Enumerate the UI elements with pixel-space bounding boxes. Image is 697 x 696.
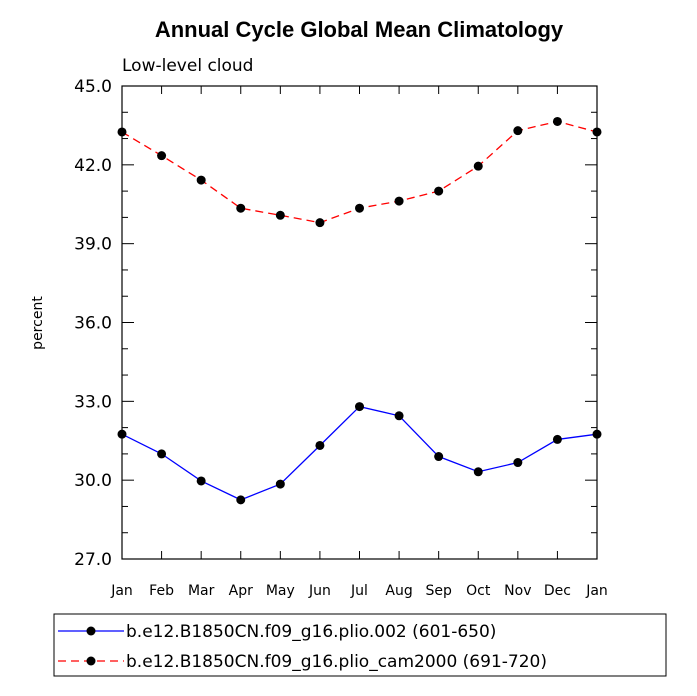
y-axis-label: percent	[30, 296, 46, 350]
data-point-0-2	[196, 476, 206, 486]
data-point-0-12	[592, 429, 602, 439]
x-tick-label: Sep	[425, 583, 452, 599]
data-point-0-6	[355, 402, 364, 412]
data-point-1-3	[236, 203, 246, 213]
x-tick-label: Oct	[466, 583, 491, 599]
x-tick-label: May	[266, 583, 295, 599]
ticks-layer: Jan Feb Mar Apr May Jun Jul Aug Sep Oct Nov Dec Jan 2…	[74, 77, 608, 599]
legend-label-red: b.e12.B1850CN.f09_g16.plio_cam2000 (691-…	[126, 652, 547, 672]
y-tick-label: 42.0	[74, 156, 112, 176]
legend-marker-blue	[86, 626, 96, 636]
y-tick-label: 33.0	[74, 392, 112, 412]
legend-entry-blue: b.e12.B1850CN.f09_g16.plio.002 (601-650)	[58, 622, 496, 642]
data-point-1-8	[434, 186, 444, 196]
x-tick-label: Feb	[149, 583, 174, 599]
data-point-0-0	[117, 429, 127, 439]
chart-title: Annual Cycle Global Mean Climatology	[155, 17, 564, 42]
data-point-1-2	[196, 175, 206, 185]
data-point-0-7	[394, 411, 404, 421]
legend-marker-red	[86, 656, 96, 666]
x-tick-label: Jun	[308, 583, 331, 599]
data-point-1-4	[275, 210, 285, 220]
data-point-1-6	[355, 203, 364, 213]
y-tick-label: 45.0	[74, 77, 112, 97]
x-tick-label: Aug	[385, 583, 412, 599]
x-tick-label: Jan	[585, 583, 608, 599]
legend-box	[53, 613, 667, 677]
data-point-1-11	[552, 116, 562, 126]
chart-subtitle: Low-level cloud	[122, 56, 253, 76]
legend: b.e12.B1850CN.f09_g16.plio.002 (601-650)…	[53, 613, 667, 677]
data-point-0-1	[157, 449, 167, 459]
x-tick-label: Mar	[188, 583, 215, 599]
x-tick-label: Jul	[350, 583, 368, 599]
series-layer	[117, 116, 602, 505]
data-point-1-12	[592, 127, 602, 137]
y-tick-label: 36.0	[74, 314, 112, 334]
y-tick-label: 27.0	[74, 550, 112, 570]
series-line-0	[121, 405, 598, 501]
data-point-1-10	[513, 126, 523, 136]
data-point-1-0	[117, 127, 127, 137]
legend-label-blue: b.e12.B1850CN.f09_g16.plio.002 (601-650)	[126, 622, 496, 642]
data-point-0-9	[473, 467, 483, 477]
y-tick-label: 39.0	[74, 235, 112, 255]
data-point-1-9	[473, 161, 483, 171]
data-point-1-7	[394, 196, 404, 206]
data-point-1-1	[157, 151, 167, 161]
x-tick-label: Dec	[544, 583, 571, 599]
data-point-0-10	[513, 458, 523, 468]
data-point-0-11	[552, 434, 562, 444]
data-point-0-8	[434, 452, 444, 462]
data-point-0-3	[236, 495, 246, 505]
data-point-0-4	[275, 479, 285, 489]
y-tick-label: 30.0	[74, 471, 112, 491]
x-tick-label: Apr	[229, 583, 253, 599]
plot-frame	[121, 85, 598, 560]
x-tick-label: Jan	[110, 583, 133, 599]
legend-entry-red: b.e12.B1850CN.f09_g16.plio_cam2000 (691-…	[58, 652, 547, 672]
data-point-0-5	[315, 440, 325, 450]
x-tick-label: Nov	[504, 583, 531, 599]
data-point-1-5	[315, 218, 325, 228]
